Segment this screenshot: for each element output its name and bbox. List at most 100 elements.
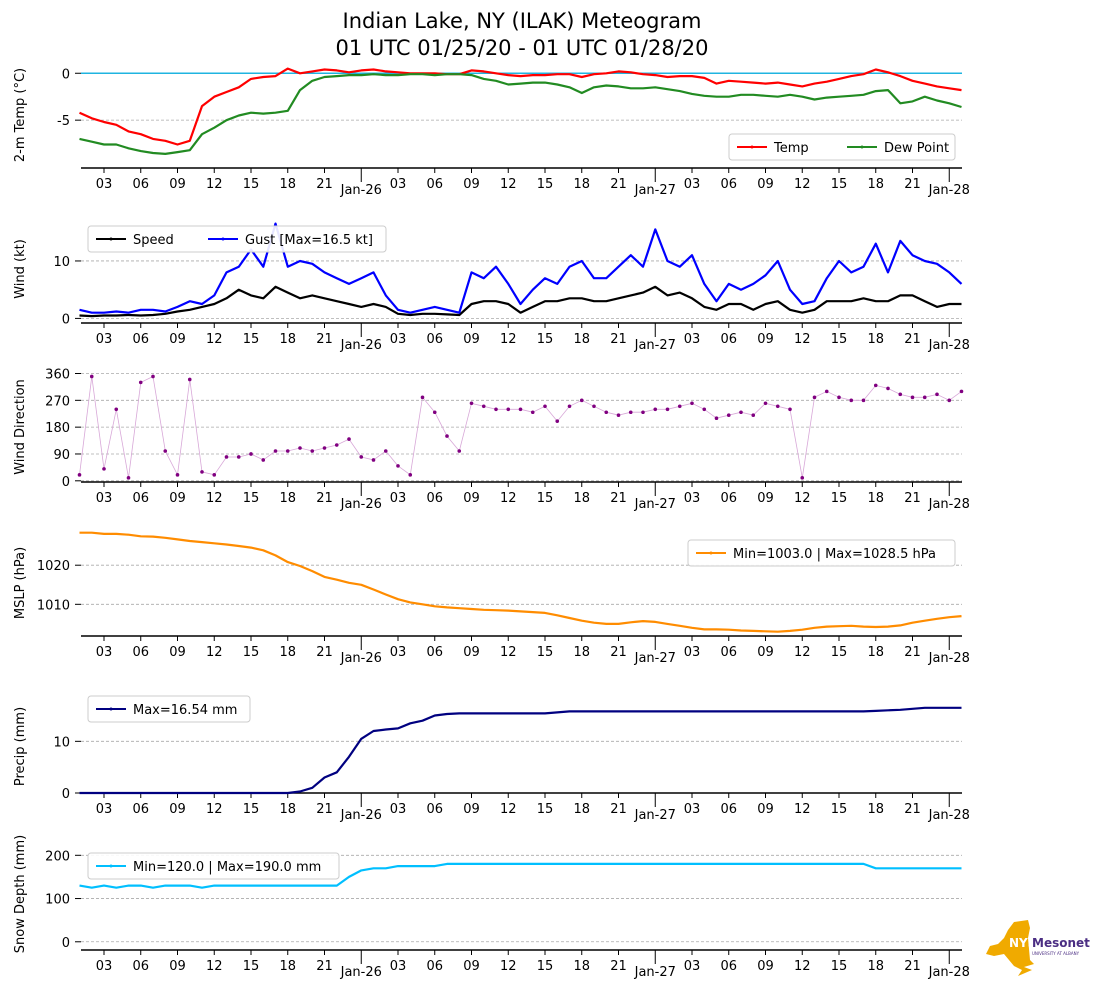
- y-tick-label: 200: [45, 849, 70, 864]
- data-point: [714, 416, 719, 421]
- x-tick-label: 09: [463, 332, 480, 347]
- x-tick-label: 12: [206, 959, 223, 974]
- x-tick-label: Jan-27: [634, 965, 676, 980]
- legend: Min=120.0 | Max=190.0 mm: [87, 852, 340, 880]
- x-tick-label: 09: [463, 959, 480, 974]
- x-tick-label: 03: [390, 645, 407, 660]
- series-line-min-120-0-max-190-0-mm: [79, 862, 962, 889]
- x-tick-label: 21: [316, 645, 333, 660]
- x-tick-label: Jan-27: [634, 808, 676, 823]
- x-tick-label: 06: [720, 491, 737, 506]
- x-tick-label: 12: [206, 802, 223, 817]
- x-tick-label: 03: [96, 802, 113, 817]
- data-point: [886, 386, 890, 391]
- x-tick-label: 15: [243, 332, 260, 347]
- x-tick-label: 03: [684, 802, 701, 817]
- data-point: [371, 458, 376, 462]
- data-point: [408, 473, 413, 477]
- x-tick-label: 18: [867, 332, 884, 347]
- x-tick-label: 12: [206, 645, 223, 660]
- x-tick-label: 06: [720, 177, 737, 192]
- series-line-gust-max-16-5-kt-: [79, 222, 963, 314]
- x-tick-label: 15: [831, 177, 848, 192]
- x-tick-label: 21: [904, 177, 921, 192]
- y-tick-label: 10: [53, 735, 70, 750]
- x-tick-label: Jan-27: [634, 183, 676, 198]
- data-point: [469, 401, 474, 406]
- legend-label: Min=1003.0 | Max=1028.5 hPa: [733, 547, 936, 562]
- x-tick-label: Jan-26: [340, 497, 382, 512]
- data-point: [481, 404, 486, 409]
- x-tick-label: 09: [757, 802, 774, 817]
- data-point: [530, 410, 535, 415]
- data-point: [837, 395, 841, 400]
- x-tick-label: 09: [463, 645, 480, 660]
- x-tick-label: 09: [757, 177, 774, 192]
- x-tick-label: 03: [390, 491, 407, 506]
- x-tick-label: 06: [426, 491, 443, 506]
- x-tick-label: 06: [426, 332, 443, 347]
- y-tick-label: 90: [53, 448, 70, 463]
- x-tick-label: 21: [610, 959, 627, 974]
- y-tick-label: 0: [62, 936, 70, 951]
- x-tick-label: 06: [720, 959, 737, 974]
- data-point: [616, 413, 621, 418]
- x-tick-label: 15: [537, 802, 554, 817]
- data-point: [200, 470, 204, 474]
- data-point: [677, 404, 682, 409]
- data-point: [114, 407, 119, 412]
- x-tick-label: 09: [169, 802, 186, 817]
- data-point: [359, 455, 364, 459]
- data-point: [726, 413, 731, 418]
- data-point: [812, 395, 817, 400]
- y-tick-label: 0: [62, 312, 70, 327]
- legend-marker: [709, 551, 713, 555]
- data-point: [702, 407, 707, 412]
- data-point: [322, 446, 327, 450]
- data-point: [788, 407, 792, 412]
- data-point: [555, 419, 560, 423]
- x-tick-label: 03: [96, 959, 113, 974]
- x-tick-label: 12: [206, 491, 223, 506]
- x-tick-label: 09: [757, 645, 774, 660]
- x-tick-label: 21: [610, 332, 627, 347]
- data-point: [947, 398, 952, 403]
- x-tick-label: 06: [132, 177, 149, 192]
- data-point: [861, 398, 866, 403]
- logo-mesonet-text: Mesonet: [1032, 936, 1090, 950]
- x-tick-label: 15: [243, 959, 260, 974]
- x-tick-label: 21: [316, 177, 333, 192]
- x-tick-label: 12: [500, 332, 517, 347]
- y-tick-label: -5: [57, 114, 70, 129]
- x-tick-label: 15: [243, 491, 260, 506]
- x-tick-label: 09: [463, 491, 480, 506]
- x-tick-label: Jan-28: [928, 497, 970, 512]
- x-tick-label: 15: [537, 332, 554, 347]
- x-tick-label: 03: [96, 645, 113, 660]
- x-tick-label: 18: [573, 802, 590, 817]
- x-tick-label: 09: [169, 491, 186, 506]
- legend-marker: [750, 145, 754, 149]
- panel-wind: 0 10 Wind (kt) 03 06 09 12 15 18 21 Jan-26 03 06 09 12…: [13, 222, 970, 353]
- y-tick-label: 180: [45, 421, 70, 436]
- x-tick-label: 12: [794, 802, 811, 817]
- data-point: [641, 410, 645, 415]
- legend-box: [87, 695, 251, 723]
- data-point: [285, 449, 290, 453]
- x-tick-label: 09: [757, 491, 774, 506]
- data-point: [334, 443, 339, 447]
- x-tick-label: 15: [537, 959, 554, 974]
- panel-snow: 0 100 200 Snow Depth (mm) 03 06 09 12 15 18 21 Jan-…: [13, 835, 970, 980]
- x-tick-label: 18: [279, 491, 296, 506]
- x-tick-label: 03: [96, 491, 113, 506]
- y-tick-label: 100: [45, 893, 70, 908]
- x-tick-label: 06: [426, 959, 443, 974]
- legend: Max=16.54 mm: [87, 695, 251, 723]
- data-point: [800, 476, 805, 480]
- x-tick-label: 09: [169, 332, 186, 347]
- data-point: [77, 473, 82, 477]
- data-point: [298, 446, 302, 450]
- y-tick-label: 0: [62, 475, 70, 490]
- panel-mslp: 1010 1020 MSLP (hPa) 03 06 09 12 15 18 21 Jan-26 03…: [13, 531, 970, 666]
- series-line-speed: [79, 285, 962, 318]
